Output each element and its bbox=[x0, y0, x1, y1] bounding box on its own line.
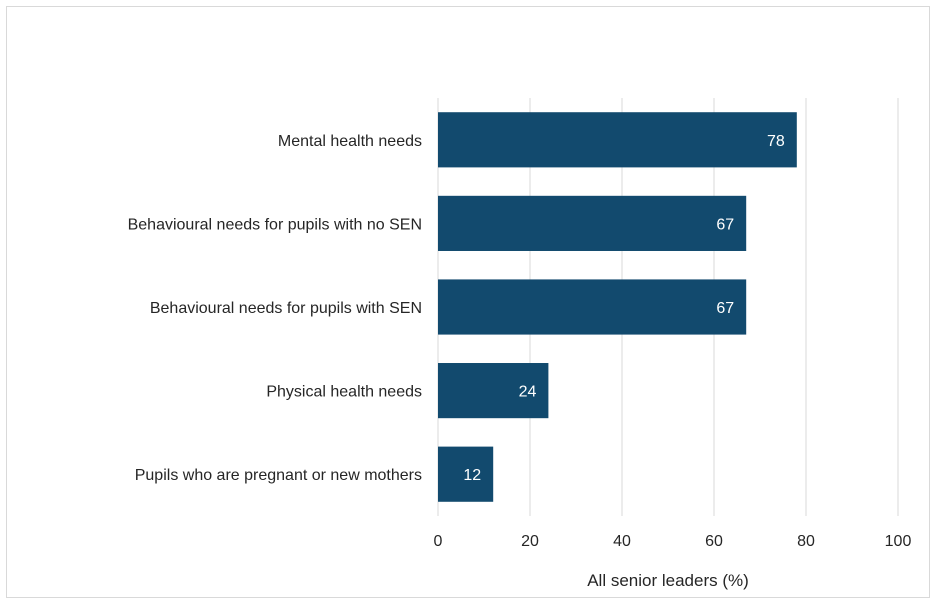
x-tick-label: 40 bbox=[613, 533, 631, 550]
bars: 78 67 67 24 12 bbox=[438, 112, 797, 502]
gridlines bbox=[437, 98, 899, 516]
bar bbox=[438, 112, 797, 168]
x-tick-label: 0 bbox=[434, 533, 443, 550]
category-labels: Mental health needs Behavioural needs for… bbox=[128, 133, 422, 484]
x-tick-labels: 0 20 40 60 80 100 bbox=[434, 533, 912, 550]
category-label: Behavioural needs for pupils with SEN bbox=[150, 300, 422, 317]
bar bbox=[438, 446, 494, 502]
category-label: Mental health needs bbox=[278, 133, 422, 150]
data-label: 78 bbox=[767, 133, 785, 150]
data-label: 67 bbox=[716, 216, 734, 233]
category-label: Behavioural needs for pupils with no SEN bbox=[128, 216, 422, 233]
x-tick-label: 20 bbox=[521, 533, 539, 550]
category-label: Physical health needs bbox=[266, 384, 422, 401]
bar bbox=[438, 279, 747, 335]
x-tick-label: 100 bbox=[885, 533, 912, 550]
x-tick-label: 60 bbox=[705, 533, 723, 550]
bar bbox=[438, 363, 549, 419]
x-tick-label: 80 bbox=[797, 533, 815, 550]
bar bbox=[438, 195, 747, 251]
category-label: Pupils who are pregnant or new mothers bbox=[135, 467, 422, 484]
data-label: 24 bbox=[519, 384, 537, 401]
data-label: 12 bbox=[463, 467, 481, 484]
x-axis-title: All senior leaders (%) bbox=[587, 571, 749, 590]
data-label: 67 bbox=[716, 300, 734, 317]
